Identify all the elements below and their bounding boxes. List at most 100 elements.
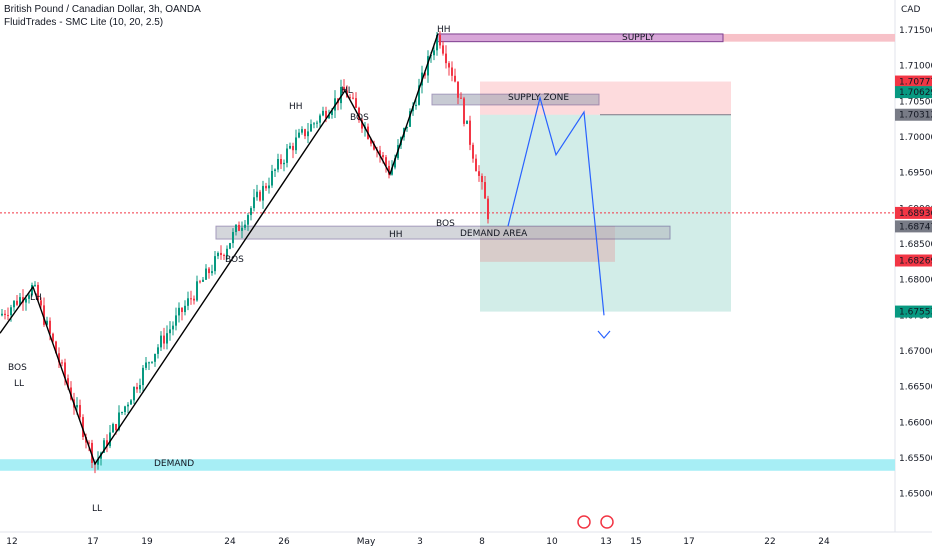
candle-body bbox=[13, 300, 15, 308]
price-label-box bbox=[895, 206, 932, 219]
candle-body bbox=[136, 386, 138, 390]
candle-body bbox=[406, 126, 408, 129]
y-tick-label: 1.70000 bbox=[899, 133, 932, 143]
candle-body bbox=[145, 362, 147, 368]
candle-body bbox=[370, 138, 372, 144]
candle-body bbox=[4, 313, 6, 316]
candle-body bbox=[91, 442, 93, 463]
y-tick-label: 1.71500 bbox=[899, 26, 932, 36]
candle-body bbox=[478, 171, 480, 176]
candle-body bbox=[241, 227, 243, 231]
candle-body bbox=[1, 313, 3, 316]
candle-body bbox=[160, 335, 162, 348]
candle-body bbox=[172, 325, 174, 330]
candle-body bbox=[49, 320, 51, 334]
candle-body bbox=[313, 123, 315, 125]
candle-body bbox=[34, 284, 36, 286]
candle-body bbox=[61, 362, 63, 364]
candle-body bbox=[322, 110, 324, 116]
candle-body bbox=[487, 198, 489, 220]
candle-body bbox=[202, 279, 204, 282]
candle-body bbox=[208, 268, 210, 274]
candle-body bbox=[433, 50, 435, 56]
candle-body bbox=[133, 386, 135, 401]
candle-body bbox=[484, 182, 486, 199]
candle-body bbox=[97, 458, 99, 465]
candle-body bbox=[148, 362, 150, 364]
candle-body bbox=[427, 56, 429, 76]
indicator-label[interactable]: FluidTrades - SMC Lite (10, 20, 2.5) bbox=[4, 17, 164, 28]
candle-body bbox=[319, 115, 321, 123]
candle-body bbox=[139, 385, 141, 390]
candle-body bbox=[358, 107, 360, 121]
candle-body bbox=[211, 271, 213, 274]
price-label-box bbox=[895, 75, 932, 88]
candle-body bbox=[355, 98, 357, 108]
candle-body bbox=[106, 440, 108, 447]
candle-body bbox=[316, 122, 318, 124]
swing-label: HL bbox=[341, 86, 353, 96]
candle-body bbox=[178, 307, 180, 316]
candle-body bbox=[127, 404, 129, 407]
candle-body bbox=[475, 158, 477, 172]
candle-body bbox=[235, 224, 237, 233]
price-label-box bbox=[895, 86, 932, 99]
candle-body bbox=[472, 144, 474, 159]
candle-body bbox=[277, 158, 279, 170]
candle-body bbox=[286, 148, 288, 163]
candle-body bbox=[391, 167, 393, 175]
price-label-box bbox=[895, 220, 932, 233]
candle-body bbox=[28, 295, 30, 299]
price-label: 1.68747 bbox=[899, 222, 932, 232]
price-label: 1.68936 bbox=[899, 209, 932, 219]
candle-body bbox=[388, 165, 390, 175]
candle-body bbox=[247, 215, 249, 225]
structure-zigzag bbox=[0, 33, 439, 466]
y-tick-label: 1.69500 bbox=[899, 169, 932, 179]
swing-label: BOS bbox=[436, 219, 455, 229]
candle-body bbox=[76, 405, 78, 408]
candle-body bbox=[382, 155, 384, 158]
x-tick-label: 19 bbox=[141, 537, 153, 547]
x-tick-label: 10 bbox=[546, 537, 558, 547]
candle-body bbox=[184, 305, 186, 313]
candle-body bbox=[190, 298, 192, 300]
candle-body bbox=[466, 120, 468, 124]
candle-body bbox=[109, 432, 111, 447]
candle-body bbox=[262, 185, 264, 201]
x-tick-label: 8 bbox=[479, 537, 485, 547]
candle-body bbox=[310, 124, 312, 132]
candle-body bbox=[451, 67, 453, 76]
candle-body bbox=[292, 145, 294, 151]
candle-body bbox=[154, 353, 156, 362]
candle-body bbox=[55, 341, 57, 354]
x-tick-label: 17 bbox=[683, 537, 694, 547]
candle-body bbox=[328, 115, 330, 119]
x-tick-label: 24 bbox=[818, 537, 830, 547]
demand-area-box bbox=[215, 225, 671, 240]
candle-body bbox=[307, 131, 309, 137]
y-tick-label: 1.65500 bbox=[899, 454, 932, 464]
candle-body bbox=[238, 224, 240, 231]
candle-body bbox=[19, 297, 21, 305]
candle-body bbox=[325, 110, 327, 119]
candle-body bbox=[298, 132, 300, 138]
candle-body bbox=[454, 75, 456, 82]
candle-body bbox=[130, 400, 132, 405]
candle-body bbox=[196, 281, 198, 301]
candle-body bbox=[118, 412, 120, 431]
supply-zone-label: SUPPLY ZONE bbox=[508, 93, 569, 103]
swing-label: BOS bbox=[350, 113, 369, 123]
candle-body bbox=[64, 362, 66, 379]
candle-body bbox=[265, 185, 267, 189]
price-label: 1.68269 bbox=[899, 256, 932, 266]
candle-body bbox=[361, 120, 363, 129]
candle-body bbox=[193, 298, 195, 301]
candle-body bbox=[373, 143, 375, 150]
price-label-box bbox=[895, 254, 932, 267]
event-flag-icon bbox=[600, 515, 614, 529]
candle-body bbox=[46, 320, 48, 325]
y-tick-label: 1.71000 bbox=[899, 62, 932, 72]
y-tick-label: 1.65000 bbox=[899, 490, 932, 500]
